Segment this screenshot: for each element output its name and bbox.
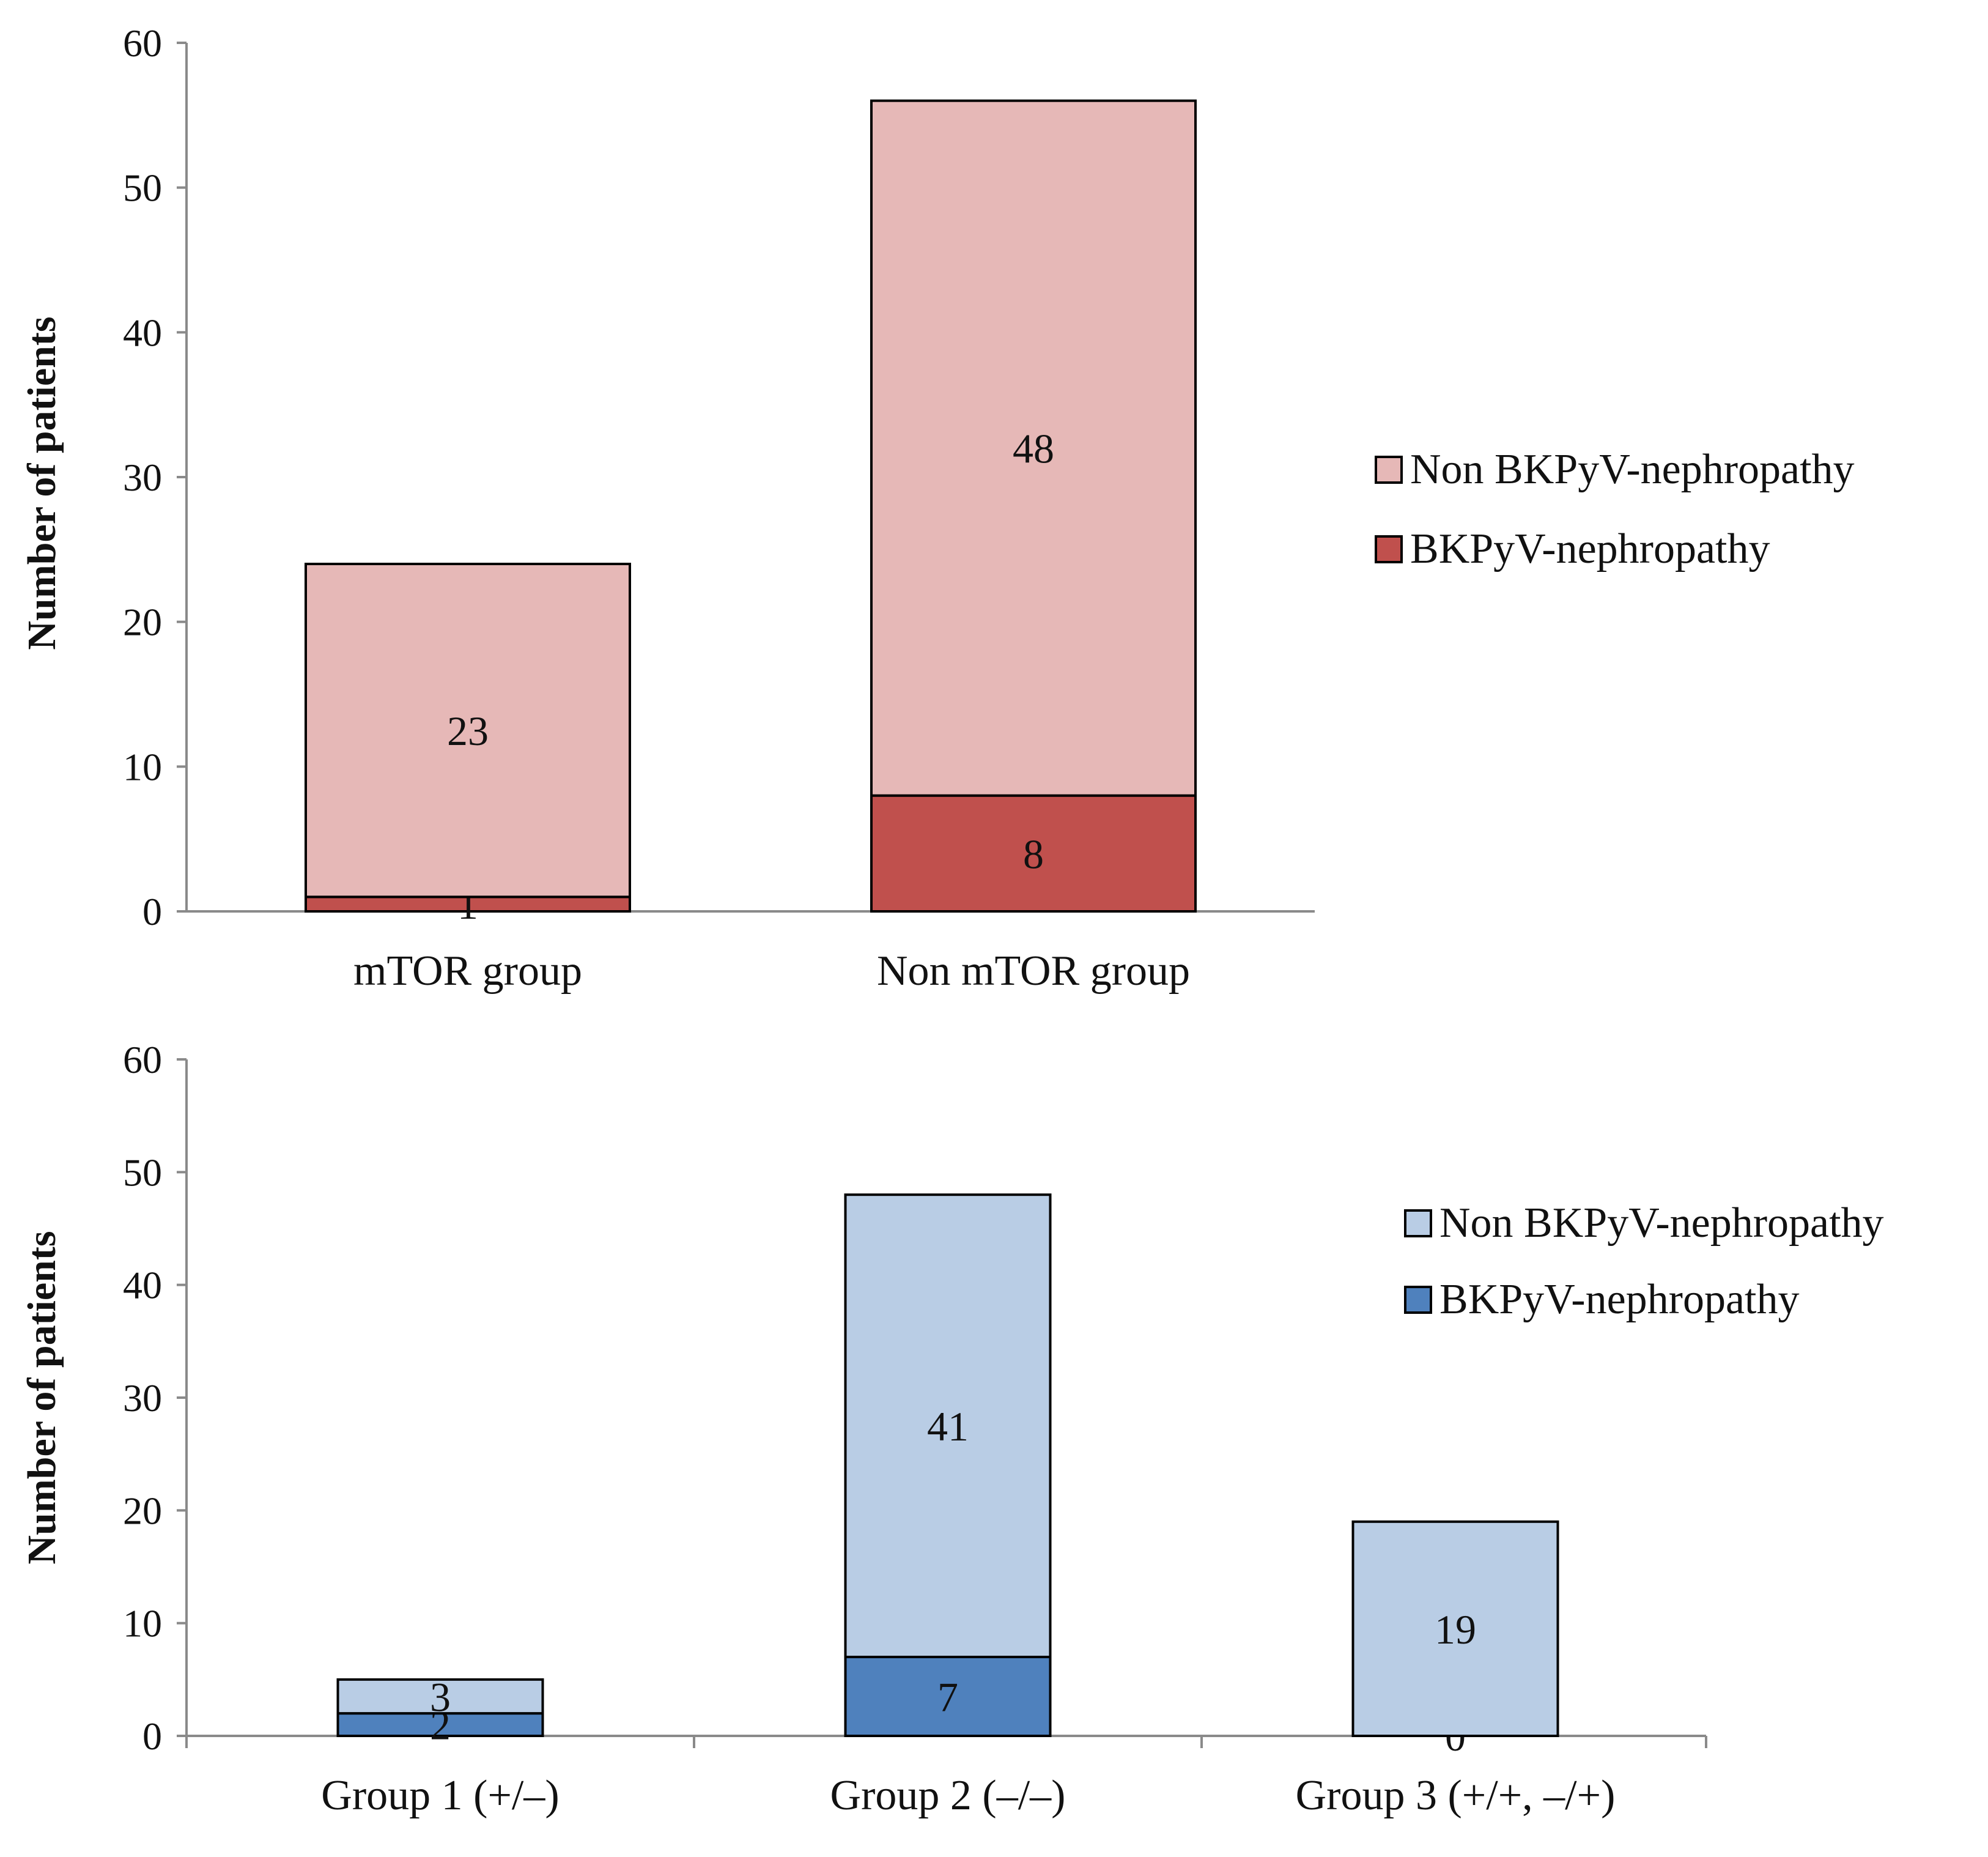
bar-segment-bkpyv [844,1655,1052,1737]
y-tick-label: 60 [123,21,162,65]
x-category-label: Non mTOR group [877,947,1190,995]
x-category-label: Group 3 (+/+, –/+) [1296,1772,1616,1819]
data-label: 3 [430,1674,451,1720]
y-tick-label: 10 [123,1602,162,1645]
data-label: 48 [1013,426,1054,472]
legend-label: BKPyV-nephropathy [1439,1276,1800,1323]
y-tick-label: 0 [142,1714,162,1758]
y-tick-label: 0 [142,890,162,933]
data-label: 8 [1023,831,1044,877]
legend-swatch [1375,535,1403,563]
y-tick-label: 60 [123,1038,162,1081]
legend: Non BKPyV-nephropathy BKPyV-nephropathy [1375,446,1855,573]
data-label: 23 [447,708,489,754]
data-label: 19 [1435,1606,1476,1653]
x-category-label: Group 1 (+/–) [321,1772,559,1819]
legend-swatch [1404,1209,1432,1237]
y-tick-label: 40 [123,1264,162,1307]
bar-segment-non-bkpyv [870,99,1197,797]
y-tick-label: 10 [123,745,162,788]
legend-label: BKPyV-nephropathy [1410,525,1770,573]
y-tick-label: 40 [123,311,162,354]
y-axis-title: Number of patients [20,316,64,650]
bar-segment-non-bkpyv [305,563,631,899]
data-label: 7 [937,1674,958,1720]
bar-segment-non-bkpyv [336,1678,544,1715]
data-label: 41 [927,1403,969,1450]
y-tick-label: 20 [123,1489,162,1532]
x-category-label: Group 2 (–/–) [830,1772,1066,1819]
x-category-label: mTOR group [353,947,582,995]
y-axis-title: Number of patients [20,1231,64,1564]
legend: Non BKPyV-nephropathy BKPyV-nephropathy [1404,1199,1884,1323]
legend-swatch [1404,1286,1432,1314]
y-tick-label: 30 [123,1376,162,1420]
y-tick-label: 30 [123,456,162,499]
y-tick-label: 20 [123,601,162,644]
bar-segment-non-bkpyv [1351,1520,1559,1737]
bar-segment-non-bkpyv [844,1193,1052,1658]
legend-label: Non BKPyV-nephropathy [1410,446,1855,493]
bar-segment-bkpyv [870,794,1197,913]
y-tick-label: 50 [123,166,162,210]
legend-label: Non BKPyV-nephropathy [1439,1199,1884,1247]
y-tick-label: 50 [123,1151,162,1194]
legend-swatch [1375,456,1403,484]
